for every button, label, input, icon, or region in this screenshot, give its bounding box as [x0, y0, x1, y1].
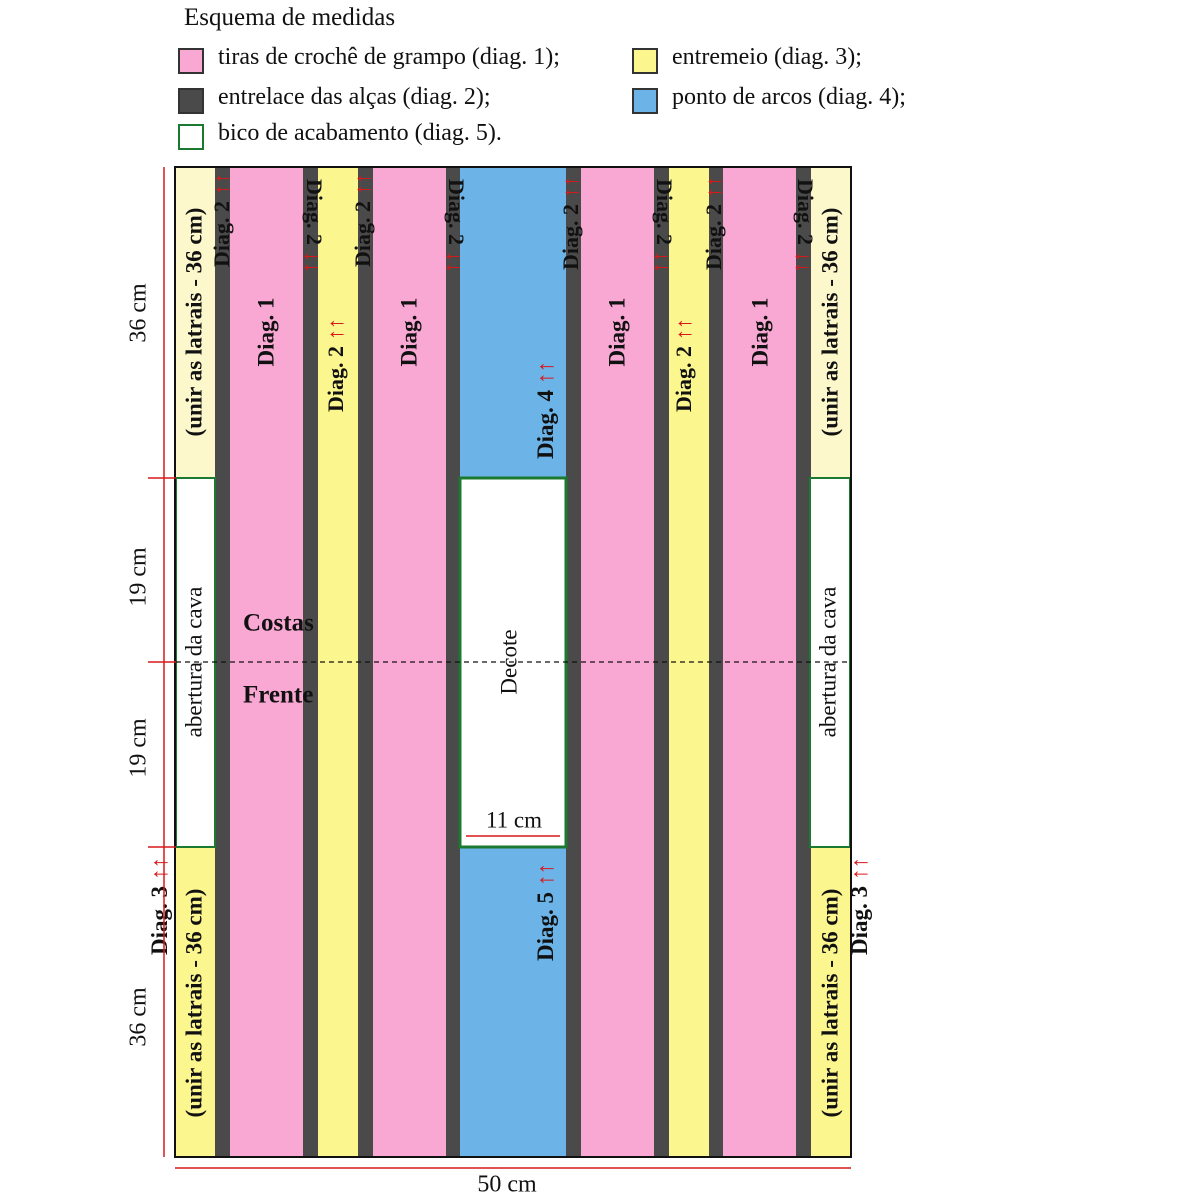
- insert-1-label-arrows: ↑↑: [323, 318, 348, 340]
- left-join-upper-label: (unir as latrais - 36 cm): [181, 208, 206, 437]
- right-join-diag3-label-arrows: ↑↑: [847, 857, 872, 880]
- band-7-label-label: Diag. 2: [701, 204, 726, 270]
- band-1-label-label: Diag. 2: [209, 201, 234, 267]
- legend-swatch-yellow: [632, 48, 658, 74]
- arch-panel-top-label-label: Diag. 4: [533, 390, 558, 460]
- neck-width-label: 11 cm: [486, 807, 542, 832]
- legend-swatch-white: [178, 124, 204, 150]
- legend-label-pink: tiras de crochê de grampo (diag. 1);: [218, 44, 560, 70]
- band-8-arrows: ↑↑: [788, 251, 813, 273]
- insert-2-label-label: Diag. 2: [671, 346, 696, 412]
- left-join-diag3-label: Diag. 3 ↑↑: [147, 857, 172, 955]
- insert-1-label: Diag. 2 ↑↑: [323, 318, 348, 412]
- front-label: Frente: [243, 682, 313, 709]
- dim-top-label: 36 cm: [126, 283, 152, 343]
- band-4-label: Diag. 2: [444, 179, 469, 245]
- band-6-label: Diag. 2: [652, 179, 677, 245]
- legend-title: Esquema de medidas: [184, 4, 396, 31]
- legend-swatch-blue: [632, 88, 658, 114]
- arch-panel-top-label-arrows: ↑↑: [533, 361, 558, 384]
- band-2-arrows: ↑↑: [297, 251, 322, 273]
- band-8-label: Diag. 2: [793, 179, 818, 245]
- arch-panel-bottom: [460, 847, 566, 1157]
- insert-1-label-label: Diag. 2: [323, 346, 348, 412]
- legend-label-white: bico de acabamento (diag. 5).: [218, 120, 502, 146]
- arch-panel-bottom-label-label: Diag. 5: [533, 892, 558, 961]
- band-3-label-label: Diag. 2: [350, 201, 375, 267]
- left-join-diag3-label-arrows: ↑↑: [147, 857, 172, 880]
- band-1-label-arrows: ↑↑: [209, 173, 234, 195]
- arch-panel-bottom-label: Diag. 5 ↑↑: [533, 863, 558, 961]
- band-2-label: Diag. 2: [302, 179, 327, 245]
- dim-bottom-label: 36 cm: [126, 987, 152, 1047]
- back-label: Costas: [243, 610, 314, 637]
- arch-panel-top-label: Diag. 4 ↑↑: [533, 361, 558, 459]
- right-join-diag3-label-label: Diag. 3: [847, 886, 872, 955]
- left-side-join-lower: [175, 847, 215, 1157]
- insert-2-label: Diag. 2 ↑↑: [671, 318, 696, 412]
- right-side-join-upper: [811, 167, 851, 478]
- band-7-label-arrows: ↑↑: [701, 176, 726, 198]
- right-side-join-lower: [811, 847, 851, 1157]
- left-join-diag3-label-label: Diag. 3: [147, 886, 172, 955]
- right-join-diag3-label: Diag. 3 ↑↑: [847, 857, 872, 955]
- legend-label-dark: entrelace das alças (diag. 2);: [218, 84, 491, 110]
- arch-panel-bottom-label-arrows: ↑↑: [533, 863, 558, 886]
- band-5-label: Diag. 2 ↑↑: [558, 176, 583, 270]
- dim-upper-mid-label: 19 cm: [126, 547, 152, 607]
- legend-label-blue: ponto de arcos (diag. 4);: [672, 84, 906, 110]
- right-join-lower-label: (unir as latrais - 36 cm): [817, 889, 842, 1118]
- band-5-label-label: Diag. 2: [558, 204, 583, 270]
- handle-band-4: [446, 167, 460, 1157]
- handle-band-2: [303, 167, 318, 1157]
- legend-swatch-dark: [178, 88, 204, 114]
- band-3-label: Diag. 2 ↑↑: [350, 173, 375, 267]
- arch-panel-top: [460, 167, 566, 478]
- handle-band-8: [796, 167, 811, 1157]
- strip-2-label: Diag. 1: [396, 298, 421, 367]
- strip-1-label: Diag. 1: [253, 298, 278, 367]
- dim-lower-mid-label: 19 cm: [126, 718, 152, 778]
- right-armhole-label: abertura da cava: [815, 587, 840, 738]
- left-join-lower-label: (unir as latrais - 36 cm): [181, 889, 206, 1118]
- insert-2-label-arrows: ↑↑: [671, 318, 696, 340]
- strip-4-label: Diag. 1: [747, 298, 772, 367]
- left-armhole-label: abertura da cava: [181, 587, 206, 738]
- band-1-label: Diag. 2 ↑↑: [209, 173, 234, 267]
- band-3-label-arrows: ↑↑: [350, 173, 375, 195]
- band-6-arrows: ↑↑: [647, 251, 672, 273]
- legend-swatch-pink: [178, 48, 204, 74]
- neckline-label: Decote: [496, 629, 521, 694]
- strip-3-label: Diag. 1: [604, 298, 629, 367]
- band-4-arrows: ↑↑: [439, 251, 464, 273]
- band-7-label: Diag. 2 ↑↑: [701, 176, 726, 270]
- left-side-join-upper: [175, 167, 215, 478]
- handle-band-6: [654, 167, 669, 1157]
- legend-label-yellow: entremeio (diag. 3);: [672, 44, 862, 70]
- band-5-label-arrows: ↑↑: [558, 176, 583, 198]
- right-join-upper-label: (unir as latrais - 36 cm): [817, 208, 842, 437]
- total-width-label: 50 cm: [477, 1172, 537, 1198]
